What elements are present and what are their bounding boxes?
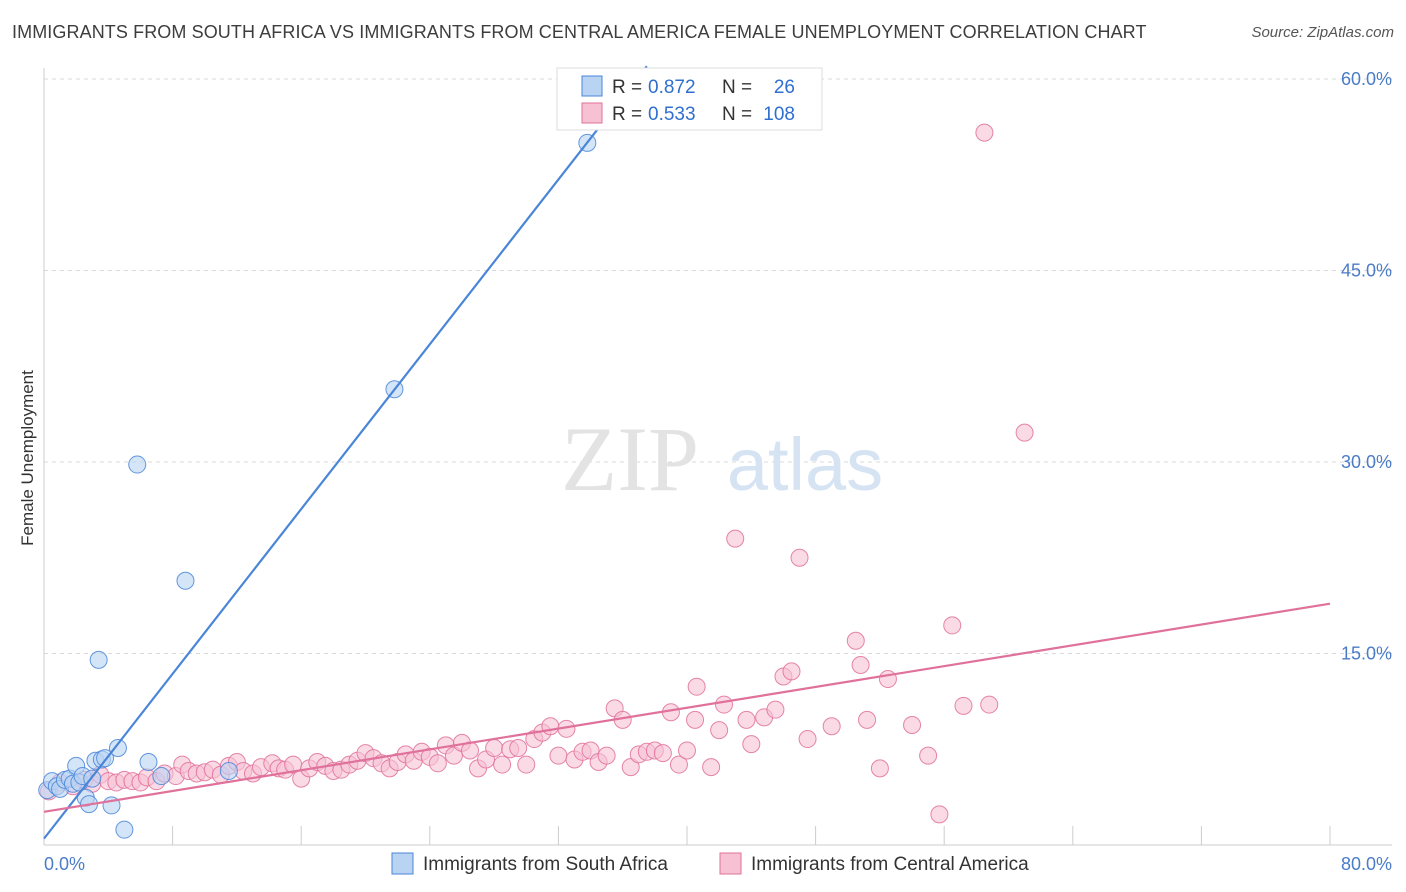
source-label: Source: ZipAtlas.com	[1251, 24, 1394, 41]
bottom-legend-swatch-pink	[719, 852, 742, 875]
central-america-point-93	[822, 717, 841, 736]
south-africa-point-22	[176, 571, 195, 590]
y-axis-label: Female Unemployment	[18, 370, 37, 546]
y-tick-label-1: 30.0%	[1341, 452, 1392, 472]
y-tick-label-2: 45.0%	[1341, 261, 1392, 281]
south-africa-trend-line	[43, 65, 648, 840]
central-america-point-61	[541, 717, 560, 736]
central-america-point-98	[878, 670, 897, 689]
south-africa-point-21	[152, 767, 171, 786]
bottom-legend-label-south-africa: Immigrants from South Africa	[423, 854, 668, 875]
central-america-point-97	[870, 759, 889, 778]
central-america-point-91	[790, 548, 809, 567]
south-africa-point-18	[108, 738, 127, 757]
central-america-point-77	[669, 755, 688, 774]
central-america-trend-line	[43, 602, 1331, 813]
central-america-point-100	[919, 746, 938, 765]
watermark-zip: ZIP	[561, 408, 699, 510]
central-america-point-106	[1015, 423, 1034, 442]
central-america-point-99	[903, 715, 922, 734]
legend-swatch-blue	[581, 75, 603, 97]
central-america-point-47	[428, 754, 447, 773]
central-america-point-90	[782, 662, 801, 681]
south-africa-point-20	[139, 753, 158, 772]
south-africa-point-23	[219, 761, 238, 780]
legend-r-value-1: 0.872	[648, 77, 696, 98]
y-tick-label-3: 60.0%	[1341, 69, 1392, 89]
south-africa-point-14	[89, 650, 108, 669]
series-legend: Immigrants from South Africa Immigrants …	[391, 852, 1029, 875]
central-america-point-49	[444, 746, 463, 765]
legend-r-label-2: R =	[612, 104, 642, 125]
series-central-america-points	[39, 123, 1034, 824]
y-axis-tick-labels: 15.0% 30.0% 45.0% 60.0%	[1341, 69, 1392, 664]
central-america-point-71	[621, 758, 640, 777]
bottom-legend-swatch-blue	[391, 852, 414, 875]
central-america-point-102	[943, 616, 962, 635]
trend-lines	[43, 65, 1331, 840]
legend-swatch-pink	[581, 102, 603, 124]
chart-title: IMMIGRANTS FROM SOUTH AFRICA VS IMMIGRAN…	[12, 22, 1147, 42]
legend-n-label-2: N =	[722, 104, 752, 125]
series-south-africa-points	[38, 133, 597, 839]
legend-n-value-1: 26	[774, 77, 795, 98]
central-america-point-86	[742, 735, 761, 754]
central-america-point-79	[686, 710, 705, 729]
x-tick-label-max: 80.0%	[1341, 854, 1392, 874]
central-america-point-85	[737, 710, 756, 729]
central-america-point-68	[597, 746, 616, 765]
central-america-point-78	[678, 741, 696, 760]
central-america-point-62	[549, 746, 568, 765]
south-africa-point-26	[128, 455, 147, 474]
central-america-point-80	[687, 677, 706, 696]
central-america-point-94	[846, 631, 865, 650]
legend-n-label-1: N =	[722, 77, 752, 98]
central-america-point-54	[485, 738, 504, 757]
legend-r-label-1: R =	[612, 77, 642, 98]
central-america-point-96	[858, 710, 877, 729]
legend-n-value-2: 108	[763, 104, 795, 125]
bottom-legend-label-central-america: Immigrants from Central America	[751, 854, 1029, 875]
watermark-atlas: atlas	[727, 423, 883, 506]
central-america-point-103	[954, 696, 973, 715]
x-tick-label-min: 0.0%	[44, 854, 85, 874]
central-america-point-84	[726, 529, 745, 548]
central-america-point-95	[851, 655, 870, 674]
central-america-point-83	[714, 695, 733, 714]
central-america-point-58	[517, 755, 536, 774]
central-america-point-82	[710, 721, 729, 740]
central-america-point-81	[702, 758, 721, 777]
legend-r-value-2: 0.533	[648, 104, 696, 125]
south-africa-point-19	[115, 820, 134, 839]
central-america-point-88	[766, 700, 785, 719]
axes	[43, 68, 1392, 846]
watermark: ZIP atlas	[561, 408, 883, 510]
central-america-point-101	[930, 805, 949, 824]
y-tick-label-0: 15.0%	[1341, 644, 1392, 664]
central-america-point-55	[493, 755, 512, 774]
gridlines	[44, 78, 1392, 654]
central-america-point-75	[653, 744, 672, 763]
correlation-legend: R = 0.872 N = 26 R = 0.533 N = 108	[556, 67, 823, 131]
central-america-point-57	[509, 738, 528, 757]
x-axis-tick-labels: 0.0% 80.0%	[44, 854, 1392, 874]
central-america-point-92	[798, 730, 817, 749]
central-america-point-105	[980, 695, 999, 714]
central-america-point-104	[975, 123, 994, 142]
